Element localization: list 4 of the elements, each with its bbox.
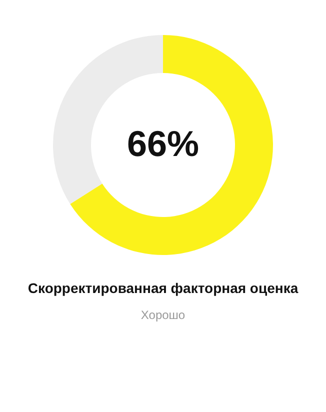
text: 66%: [126, 123, 200, 164]
text: Скорректированная факторная оценка: [28, 280, 298, 296]
donut-slice: [70, 35, 273, 255]
text: Хорошо: [140, 308, 186, 322]
